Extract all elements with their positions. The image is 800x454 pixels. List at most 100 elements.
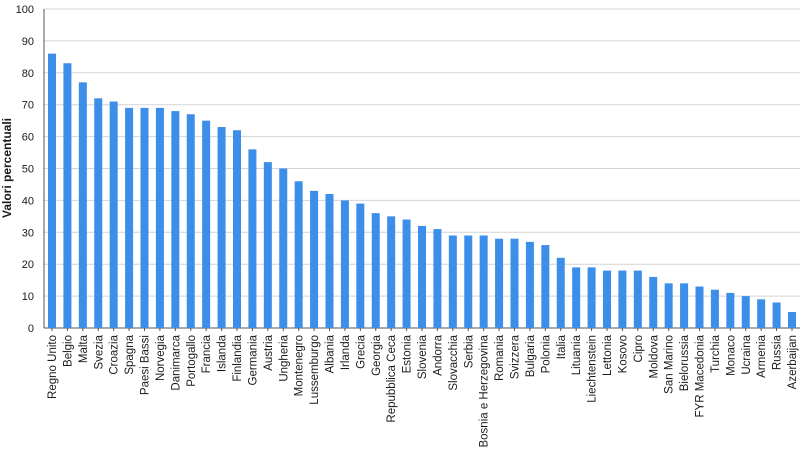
category-label: Islanda	[217, 334, 229, 372]
bar	[402, 219, 411, 328]
bar	[125, 107, 134, 328]
category-label: Svizzera	[510, 334, 522, 379]
category-label: Slovenia	[417, 334, 429, 379]
bar	[448, 235, 457, 328]
y-tick-label: 40	[22, 195, 34, 207]
bar	[603, 270, 611, 328]
bar	[726, 292, 735, 328]
y-tick-label: 80	[22, 68, 34, 80]
category-label: Spagna	[124, 334, 136, 374]
bar	[680, 283, 689, 328]
category-label: Irlanda	[340, 334, 352, 370]
category-label: Montenegro	[294, 335, 306, 396]
category-label: Finlandia	[232, 334, 244, 381]
bar	[63, 63, 72, 328]
bar	[340, 200, 349, 328]
category-label: Ungheria	[278, 334, 290, 381]
bar	[294, 181, 303, 328]
category-label: FYR Macedonia	[695, 334, 707, 417]
y-tick-label: 30	[22, 227, 34, 239]
category-label: Repubblica Ceca	[386, 334, 398, 422]
bar	[387, 216, 396, 328]
category-label: Armenia	[756, 334, 768, 377]
bar	[433, 229, 442, 328]
category-label: Russia	[772, 334, 784, 370]
category-label: Belgio	[62, 335, 74, 367]
category-label: Svezia	[93, 334, 105, 369]
bar	[418, 225, 426, 328]
bar	[664, 283, 673, 328]
y-tick-label: 100	[16, 4, 34, 16]
bar	[541, 245, 550, 328]
category-label: Paesi Bassi	[140, 335, 152, 395]
category-label: Lituania	[571, 334, 583, 375]
category-label: Grecia	[355, 334, 367, 368]
bar	[710, 289, 719, 328]
category-label: Germania	[247, 334, 259, 385]
y-tick-label: 70	[22, 100, 34, 112]
category-label: Lettonia	[602, 334, 614, 376]
category-label: Polonia	[540, 334, 552, 373]
bar	[233, 130, 241, 328]
category-label: Austria	[263, 334, 275, 370]
category-label: Portogallo	[186, 335, 198, 387]
bar	[217, 127, 226, 328]
bar	[356, 203, 365, 328]
category-label: Bielorussia	[679, 334, 691, 391]
bar	[248, 149, 257, 328]
category-label: Liechtenstein	[587, 335, 599, 403]
category-label: Georgia	[371, 334, 383, 376]
bar	[788, 312, 796, 328]
bar	[772, 302, 781, 328]
category-labels: Regno Unito Belgio Malta Svezia Croazia Spagn…	[47, 334, 799, 447]
category-label: Turchia	[710, 334, 722, 373]
category-label: Croazia	[109, 334, 121, 374]
bar	[310, 190, 319, 328]
category-label: Francia	[201, 334, 213, 373]
bar	[495, 238, 504, 328]
y-tick-label: 90	[22, 36, 34, 48]
category-label: Estonia	[402, 334, 414, 373]
bar	[741, 296, 750, 328]
bars	[48, 53, 796, 329]
category-label: Bulgaria	[525, 334, 537, 377]
y-tick-label: 50	[22, 164, 34, 176]
bar	[556, 257, 565, 328]
bar	[140, 107, 149, 328]
category-label: Serbia	[463, 334, 475, 368]
y-axis-label: Valori percentuali	[0, 118, 14, 218]
bar	[202, 120, 211, 329]
category-label: Cipro	[633, 335, 645, 362]
bar	[371, 213, 380, 328]
category-label: Danimarca	[170, 334, 182, 390]
bar	[78, 82, 87, 329]
bar	[633, 270, 642, 328]
y-tick-label: 0	[28, 323, 34, 335]
y-tick-label: 20	[22, 259, 34, 271]
bar	[587, 267, 596, 328]
bar	[618, 270, 627, 328]
y-tick-labels: 0 10 20 30 40 50 60 70 80 90 100	[16, 4, 34, 335]
y-tick-label: 60	[22, 132, 34, 144]
category-label: Monaco	[725, 335, 737, 376]
bar	[94, 98, 103, 328]
category-label: Italia	[556, 334, 568, 359]
category-label: Albania	[325, 334, 337, 373]
bar	[325, 194, 334, 328]
bar	[109, 101, 118, 328]
gridlines	[44, 8, 800, 297]
category-label: Ucraina	[741, 334, 753, 374]
category-label: Azerbaijan	[787, 335, 799, 389]
category-label: Norvegia	[155, 334, 167, 381]
bar	[525, 241, 534, 328]
category-label: Lussemburgo	[309, 335, 321, 405]
category-label: Romania	[494, 334, 506, 381]
category-label: Slovacchia	[448, 334, 460, 390]
bar	[48, 53, 56, 328]
bar	[572, 267, 581, 328]
category-label: Bosnia e Herzegovina	[479, 334, 491, 447]
bar	[695, 286, 704, 328]
bar	[510, 238, 519, 328]
bar	[263, 162, 272, 328]
